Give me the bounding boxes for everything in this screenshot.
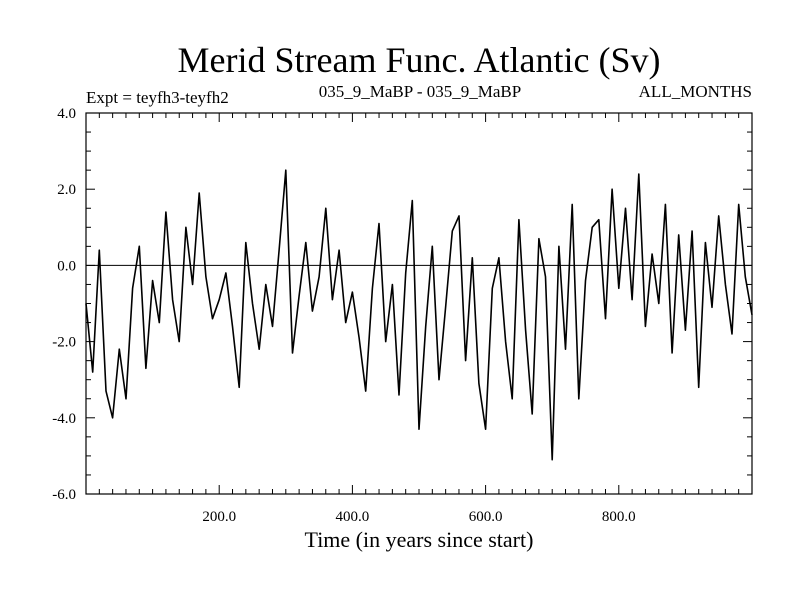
x-tick-label: 400.0 — [336, 509, 370, 525]
y-tick-label: 0.0 — [57, 258, 76, 274]
series-line — [85, 169, 753, 461]
y-tick-label: 2.0 — [57, 182, 76, 198]
x-tick-label: 600.0 — [469, 509, 503, 525]
y-tick-label: -6.0 — [52, 487, 76, 503]
period-label: 035_9_MaBP - 035_9_MaBP — [319, 82, 521, 101]
chart-title: Merid Stream Func. Atlantic (Sv) — [178, 40, 661, 80]
axis-ticks: 200.0 400.0 600.0 800.0 4.0 2.0 0.0 -2.0 -4.0 -6.… — [52, 106, 752, 525]
series-group — [85, 169, 753, 461]
y-tick-label: -4.0 — [52, 411, 76, 427]
expt-label: Expt = teyfh3-teyfh2 — [86, 88, 229, 107]
x-tick-label: 200.0 — [202, 509, 236, 525]
x-axis-label: Time (in years since start) — [305, 527, 534, 552]
months-label: ALL_MONTHS — [639, 82, 752, 101]
y-tick-label: -2.0 — [52, 335, 76, 351]
x-tick-label: 800.0 — [602, 509, 636, 525]
plot-area — [85, 112, 753, 495]
y-tick-label: 4.0 — [57, 106, 76, 122]
